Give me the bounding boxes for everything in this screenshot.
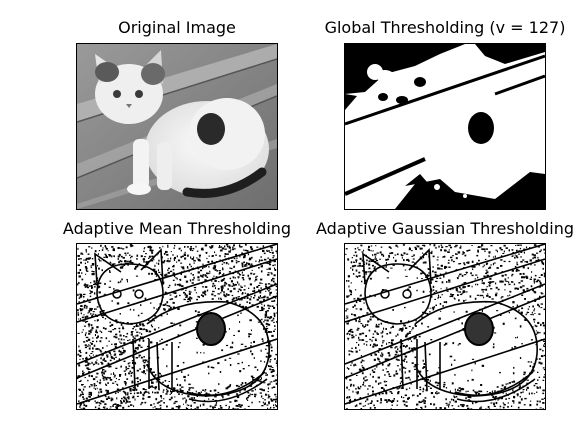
- panel-title-adaptive-gaussian: Adaptive Gaussian Thresholding: [316, 219, 574, 238]
- kitten-grayscale-picture: [77, 44, 277, 209]
- adaptive-gaussian-picture: [345, 244, 545, 409]
- global-threshold-image: [344, 43, 546, 210]
- panel-title-original: Original Image: [118, 18, 236, 37]
- original-image: [76, 43, 278, 210]
- adaptive-gaussian-image: [344, 243, 546, 410]
- panel-title-global: Global Thresholding (v = 127): [324, 18, 566, 37]
- adaptive-mean-image: [76, 243, 278, 410]
- panel-title-adaptive-mean: Adaptive Mean Thresholding: [62, 219, 292, 238]
- adaptive-mean-picture: [77, 244, 277, 409]
- binary-picture: [345, 44, 545, 209]
